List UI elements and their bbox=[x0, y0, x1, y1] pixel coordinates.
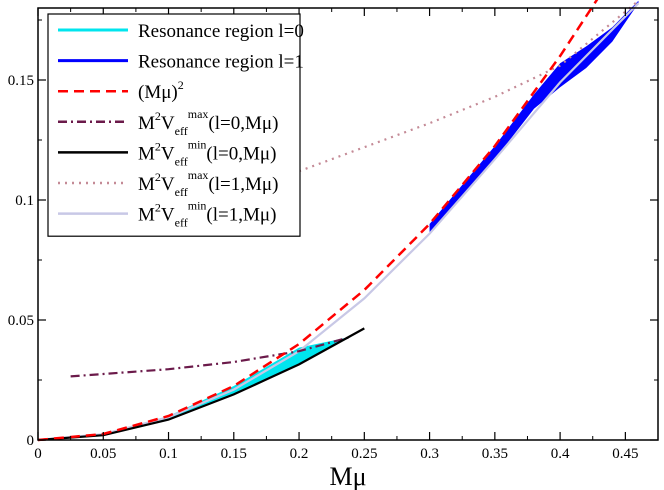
plot-frame bbox=[37, 7, 659, 441]
series-mu2 bbox=[37, 0, 599, 442]
legend-label-mu2: (Mμ)2 bbox=[138, 78, 184, 103]
legend: Resonance region l=0 Resonance region l=1… bbox=[47, 13, 304, 237]
y-tick-label: 0.1 bbox=[15, 193, 34, 209]
y-tick-label: 0.15 bbox=[8, 73, 34, 89]
y-tick-label: 0 bbox=[27, 433, 35, 449]
legend-label-res1: Resonance region l=1 bbox=[138, 52, 304, 73]
legend-label-vmax0: M2Veffmax(l=0,Mμ) bbox=[138, 107, 278, 138]
region-res1 bbox=[429, 0, 639, 234]
series-layer bbox=[37, 0, 640, 442]
x-axis-title: Mμ bbox=[329, 462, 366, 490]
x-tick-label: 0.1 bbox=[159, 446, 178, 462]
x-tick-label: 0.25 bbox=[351, 446, 377, 462]
x-tick-label: 0.2 bbox=[290, 446, 309, 462]
legend-label-vmin1: M2Veffmin(l=1,Mμ) bbox=[138, 199, 276, 230]
legend-box bbox=[47, 13, 301, 237]
y-tick-label: 0.05 bbox=[8, 313, 34, 329]
x-tick-label: 0.45 bbox=[612, 446, 638, 462]
series-vmax1 bbox=[298, 0, 640, 173]
region-res0 bbox=[38, 336, 352, 440]
x-tick-label: 0 bbox=[34, 446, 42, 462]
ticks-layer: 0 0.05 0.1 0.15 0.2 0.25 0.3 0.35 0.4 0.45 0 0.05 0.… bbox=[8, 8, 658, 462]
x-tick-label: 0.3 bbox=[420, 446, 439, 462]
legend-label-vmax1: M2Veffmax(l=1,Mμ) bbox=[138, 168, 278, 199]
x-tick-label: 0.15 bbox=[221, 446, 247, 462]
regions-layer bbox=[38, 0, 639, 440]
x-tick-label: 0.4 bbox=[551, 446, 570, 462]
series-vmax0 bbox=[70, 335, 352, 378]
legend-label-res0: Resonance region l=0 bbox=[138, 21, 304, 42]
x-tick-label: 0.05 bbox=[90, 446, 116, 462]
legend-label-vmin0: M2Veffmin(l=0,Mμ) bbox=[138, 137, 276, 168]
x-tick-label: 0.35 bbox=[482, 446, 508, 462]
